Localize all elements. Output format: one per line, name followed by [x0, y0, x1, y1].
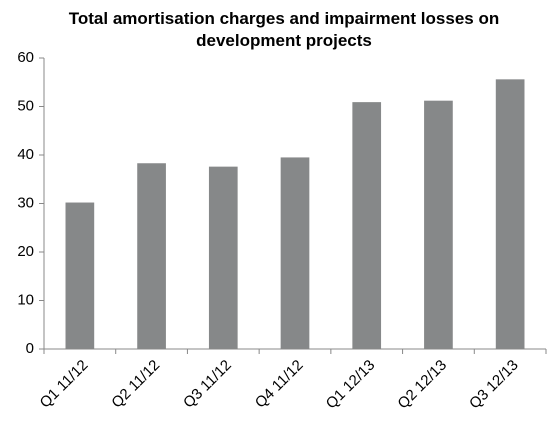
chart-title: Total amortisation charges and impairmen… [68, 9, 500, 50]
x-tick-label: Q1 12/13 [323, 357, 379, 413]
x-tick-label: Q2 12/13 [394, 357, 450, 413]
y-tick-label: 40 [17, 146, 34, 163]
y-tick-label: 20 [17, 243, 34, 260]
y-tick-label: 30 [17, 194, 34, 211]
bar [65, 202, 95, 349]
x-tick-label: Q3 11/12 [180, 357, 235, 412]
y-tick-label: 0 [26, 340, 34, 357]
x-tick-label: Q4 11/12 [252, 357, 307, 412]
bar [352, 102, 382, 349]
x-tick-label: Q3 12/13 [466, 357, 522, 413]
bar [280, 157, 310, 349]
x-tick-label: Q2 11/12 [108, 357, 163, 412]
bar [495, 79, 525, 349]
y-tick-label: 10 [17, 291, 34, 308]
y-tick-label: 50 [17, 97, 34, 114]
y-tick-label: 60 [17, 49, 34, 66]
bar [208, 166, 238, 349]
x-tick-label: Q1 11/12 [37, 357, 92, 412]
bar [424, 100, 453, 350]
bar [137, 163, 166, 349]
